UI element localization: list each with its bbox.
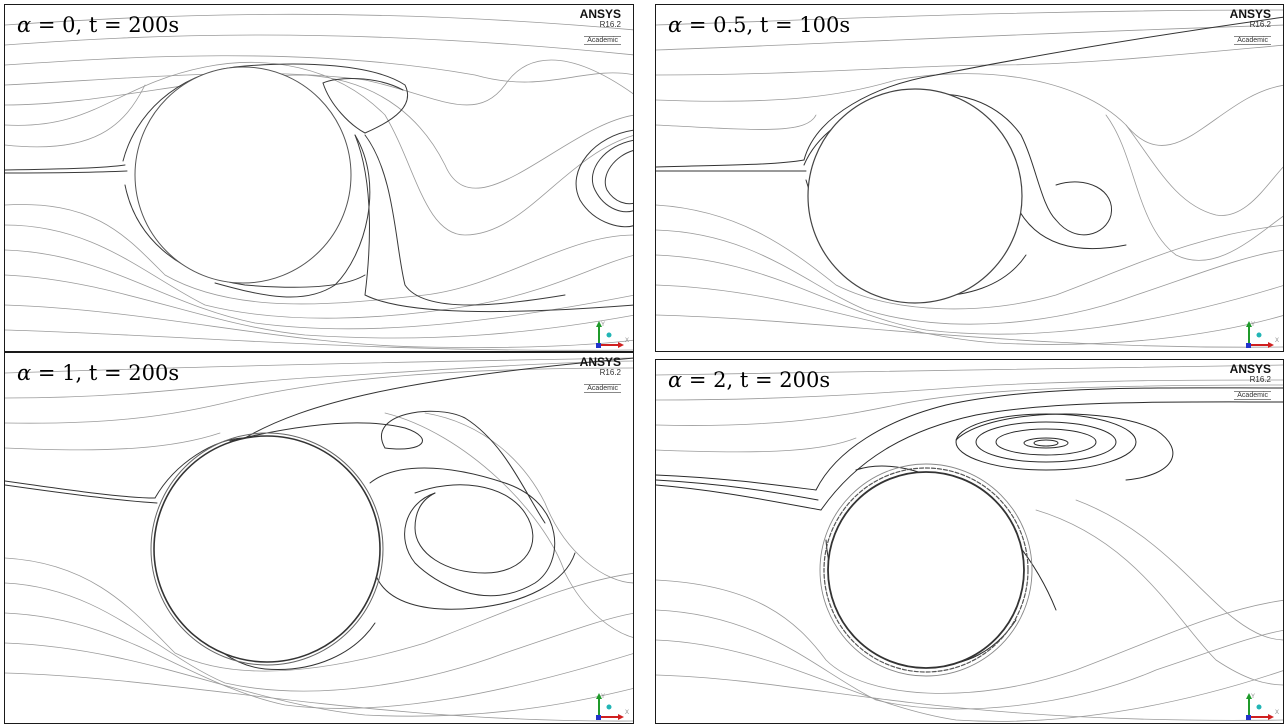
streamline-panel-alpha-0-5: α = 0.5, t = 100s ANSYS R16.2 Academic Y…	[655, 4, 1284, 352]
streamline-plot	[656, 364, 1283, 722]
y-axis-label: Y	[601, 322, 605, 328]
axis-triad-icon: Y X	[1246, 321, 1279, 348]
axis-triad-icon: Y X	[1246, 693, 1279, 720]
panel-label: α = 0.5, t = 100s	[668, 13, 851, 37]
x-axis-label: X	[625, 338, 629, 344]
ansys-logo: ANSYS R16.2 Academic	[1229, 362, 1271, 400]
x-axis-label: X	[1275, 338, 1279, 344]
panel-label: α = 1, t = 200s	[17, 361, 180, 385]
x-axis-label: X	[625, 710, 629, 716]
panel-label: α = 0, t = 200s	[17, 13, 180, 37]
y-axis-label: Y	[1251, 322, 1255, 328]
streamline-plot	[5, 13, 633, 351]
ansys-logo: ANSYS R16.2 Academic	[579, 7, 621, 45]
streamline-panel-alpha-1: α = 1, t = 200s ANSYS R16.2 Academic Y X	[4, 352, 634, 724]
axis-triad-icon: Y X	[596, 321, 629, 348]
streamline-panel-alpha-0: α = 0, t = 200s ANSYS R16.2 Academic Y X	[4, 4, 634, 352]
streamline-plot	[5, 357, 633, 722]
axis-triad-icon: Y X	[596, 693, 629, 720]
streamline-plot	[656, 9, 1283, 348]
streamline-panel-alpha-2: α = 2, t = 200s ANSYS R16.2 Academic Y X	[655, 359, 1284, 724]
y-axis-label: Y	[1251, 694, 1255, 700]
ansys-logo: ANSYS R16.2 Academic	[579, 355, 621, 393]
x-axis-label: X	[1275, 710, 1279, 716]
panel-label: α = 2, t = 200s	[668, 368, 831, 392]
ansys-logo: ANSYS R16.2 Academic	[1229, 7, 1271, 45]
y-axis-label: Y	[601, 694, 605, 700]
